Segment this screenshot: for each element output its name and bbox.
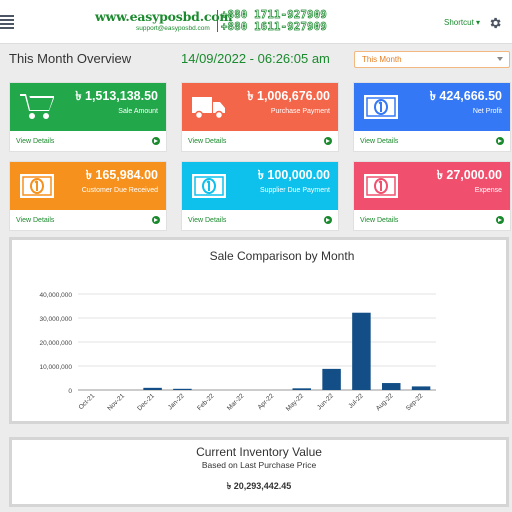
cart-icon	[19, 91, 55, 123]
bar	[382, 383, 401, 390]
card-header: ৳ 1,513,138.50 Sale Amount	[10, 83, 166, 131]
arrow-right-icon	[152, 137, 160, 145]
view-details-link[interactable]: View Details	[182, 210, 338, 232]
x-tick-label: Nov-21	[106, 392, 126, 412]
bar	[352, 312, 371, 390]
period-select-value: This Month	[362, 55, 402, 64]
brand-site: www.easyposbd.com	[95, 9, 233, 24]
view-details-label: View Details	[360, 217, 399, 224]
card-label: Sale Amount	[118, 108, 158, 115]
summary-card: ৳ 1,513,138.50 Sale Amount View Details	[9, 82, 167, 152]
shortcut-dropdown[interactable]: Shortcut ▾	[444, 18, 480, 27]
y-tick-label: 0	[68, 388, 72, 395]
brand-divider	[217, 10, 218, 32]
card-amount: ৳ 424,666.50	[429, 89, 502, 103]
menu-icon[interactable]	[0, 15, 14, 29]
x-tick-label: Jan-22	[167, 392, 186, 411]
inventory-panel: Current Inventory Value Based on Last Pu…	[9, 437, 509, 507]
x-tick-label: May-22	[285, 392, 306, 413]
inventory-subtitle: Based on Last Purchase Price	[201, 460, 317, 470]
bar	[173, 388, 192, 390]
arrow-right-icon	[496, 137, 504, 145]
x-tick-label: Sep-22	[405, 392, 425, 412]
summary-card: ৳ 27,000.00 Expense View Details	[353, 161, 511, 231]
view-details-link[interactable]: View Details	[10, 131, 166, 153]
card-header: ৳ 424,666.50 Net Profit	[354, 83, 510, 131]
arrow-right-icon	[324, 216, 332, 224]
card-label: Expense	[474, 187, 502, 194]
card-header: ৳ 27,000.00 Expense	[354, 162, 510, 210]
chart-title: Sale Comparison by Month	[210, 249, 355, 263]
y-tick-label: 40,000,000	[39, 292, 72, 299]
card-header: ৳ 100,000.00 Supplier Due Payment	[182, 162, 338, 210]
view-details-link[interactable]: View Details	[10, 210, 166, 232]
brand-phone-1: +880 1711-927909	[221, 9, 327, 22]
x-tick-label: Feb-22	[196, 392, 216, 412]
gear-icon[interactable]	[488, 16, 502, 30]
shortcut-label: Shortcut	[444, 18, 474, 27]
brand-email: support@easyposbd.com	[136, 25, 210, 32]
x-tick-label: Jul-22	[347, 392, 365, 410]
summary-card: ৳ 165,984.00 Customer Due Received View De…	[9, 161, 167, 231]
card-amount: ৳ 165,984.00	[85, 168, 158, 182]
view-details-label: View Details	[188, 217, 227, 224]
card-label: Supplier Due Payment	[259, 187, 330, 194]
card-amount: ৳ 27,000.00	[436, 168, 502, 182]
x-tick-label: Apr-22	[257, 392, 276, 411]
period-select[interactable]: This Month	[354, 51, 510, 68]
caret-down-icon: ▾	[476, 18, 481, 27]
money-icon	[363, 170, 399, 202]
chevron-down-icon	[497, 57, 503, 61]
arrow-right-icon	[152, 216, 160, 224]
bar	[292, 388, 311, 390]
view-details-label: View Details	[360, 138, 399, 145]
money-icon	[191, 170, 227, 202]
x-tick-label: Mar-22	[226, 392, 246, 412]
brand-logo: www.easyposbd.com support@easyposbd.com …	[95, 9, 337, 35]
card-label: Net Profit	[472, 108, 502, 115]
y-tick-label: 10,000,000	[39, 364, 72, 371]
view-details-link[interactable]: View Details	[182, 131, 338, 153]
y-tick-label: 20,000,000	[39, 340, 72, 347]
card-header: ৳ 165,984.00 Customer Due Received	[10, 162, 166, 210]
bar	[143, 387, 162, 390]
sales-chart-panel: Sale Comparison by Month 0 10,000,000 20,00…	[9, 237, 509, 424]
current-datetime: 14/09/2022 - 06:26:05 am	[181, 51, 330, 66]
view-details-link[interactable]: View Details	[354, 210, 510, 232]
bar	[411, 386, 431, 390]
summary-card: ৳ 424,666.50 Net Profit View Details	[353, 82, 511, 152]
arrow-right-icon	[496, 216, 504, 224]
top-bar: www.easyposbd.com support@easyposbd.com …	[0, 0, 512, 44]
card-header: ৳ 1,006,676.00 Purchase Payment	[182, 83, 338, 131]
view-details-label: View Details	[16, 217, 55, 224]
y-tick-label: 30,000,000	[39, 316, 72, 323]
arrow-right-icon	[324, 137, 332, 145]
x-tick-label: Dec-21	[136, 392, 156, 412]
card-label: Purchase Payment	[270, 108, 330, 115]
truck-icon	[191, 91, 227, 123]
view-details-label: View Details	[188, 138, 227, 145]
x-tick-label: Jun-22	[316, 392, 335, 411]
x-tick-label: Oct-21	[78, 392, 97, 411]
card-amount: ৳ 100,000.00	[257, 168, 330, 182]
brand-phone-2: +880 1611-927909	[221, 21, 327, 34]
card-amount: ৳ 1,006,676.00	[247, 89, 330, 103]
card-label: Customer Due Received	[81, 187, 158, 194]
view-details-label: View Details	[16, 138, 55, 145]
inventory-title: Current Inventory Value	[196, 445, 322, 459]
page-title: This Month Overview	[9, 51, 132, 66]
view-details-link[interactable]: View Details	[354, 131, 510, 153]
sales-bar-chart: Sale Comparison by Month 0 10,000,000 20,00…	[39, 249, 436, 413]
bar	[322, 368, 341, 390]
inventory-value: ৳ 20,293,442.45	[226, 481, 292, 491]
money-icon	[19, 170, 55, 202]
x-tick-label: Aug-22	[375, 392, 395, 412]
summary-card: ৳ 100,000.00 Supplier Due Payment View Det…	[181, 161, 339, 231]
card-amount: ৳ 1,513,138.50	[75, 89, 158, 103]
summary-card: ৳ 1,006,676.00 Purchase Payment View Detai…	[181, 82, 339, 152]
money-icon	[363, 91, 399, 123]
